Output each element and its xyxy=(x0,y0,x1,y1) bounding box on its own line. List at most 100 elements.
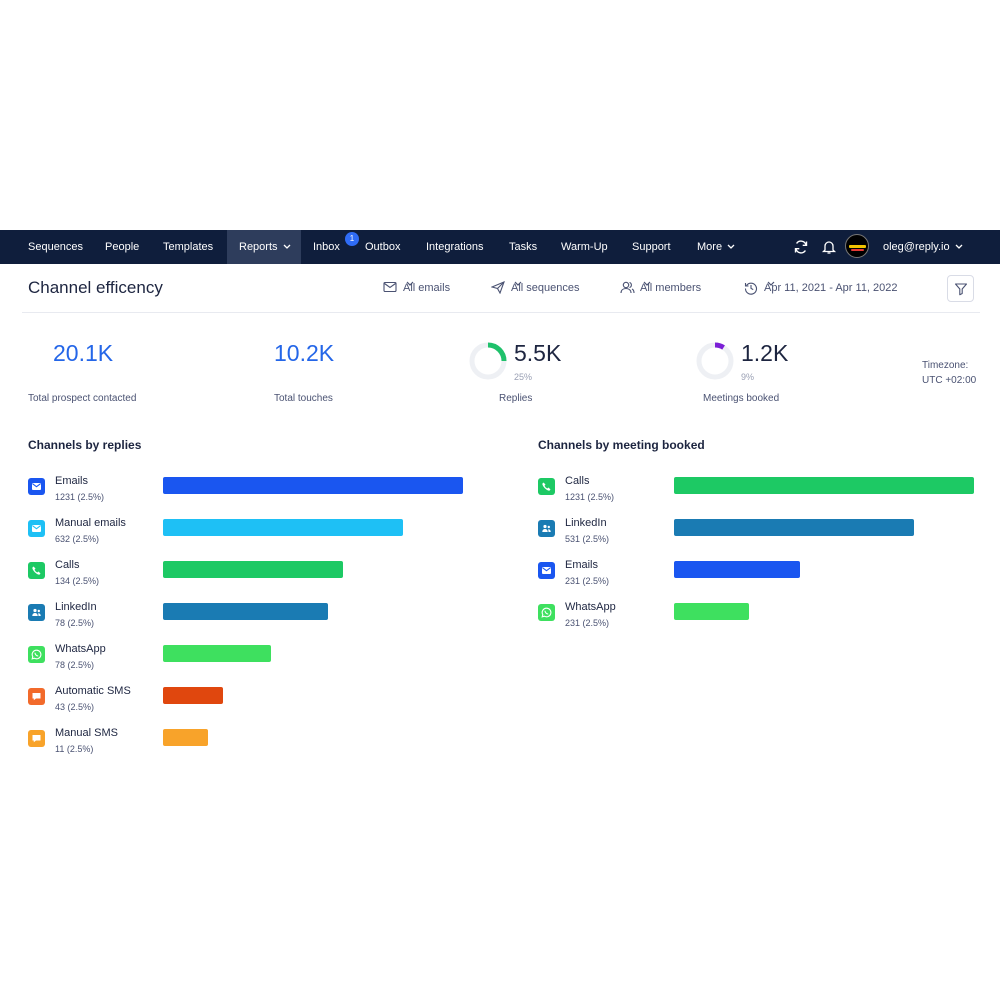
replies-channel-row: Manual emails 632 (2.5%) xyxy=(28,517,463,551)
replies-label: Replies xyxy=(499,393,533,404)
chevron-down-icon xyxy=(643,281,651,286)
channel-count: 78 (2.5%) xyxy=(55,618,95,628)
channel-bar[interactable] xyxy=(163,687,223,704)
meetings-channel-row: Calls 1231 (2.5%) xyxy=(538,475,974,509)
prospects-label: Total prospect contacted xyxy=(28,393,137,404)
channel-bar[interactable] xyxy=(674,603,749,620)
channel-bar[interactable] xyxy=(163,477,463,494)
nav-inbox[interactable]: Inbox xyxy=(313,241,340,253)
header-divider xyxy=(22,312,980,313)
meetings-label: Meetings booked xyxy=(703,393,780,404)
channel-count: 231 (2.5%) xyxy=(565,618,610,628)
channel-count: 231 (2.5%) xyxy=(565,576,610,586)
channel-name: WhatsApp xyxy=(565,601,616,613)
nav-integrations[interactable]: Integrations xyxy=(426,241,484,253)
channel-count: 1231 (2.5%) xyxy=(565,492,615,502)
chevron-down-icon xyxy=(406,281,414,286)
nav-people[interactable]: People xyxy=(105,241,140,253)
linkedin-icon xyxy=(28,604,45,621)
avatar[interactable] xyxy=(845,234,869,258)
channel-bar[interactable] xyxy=(674,477,974,494)
bell-icon[interactable] xyxy=(820,238,838,256)
user-menu[interactable]: oleg@reply.io xyxy=(883,230,963,264)
envelope-icon xyxy=(28,478,45,495)
channel-name: LinkedIn xyxy=(55,601,97,613)
envelope-icon xyxy=(28,520,45,537)
chevron-down-icon xyxy=(514,281,522,286)
channel-bar[interactable] xyxy=(674,561,800,578)
chevron-down-icon xyxy=(727,244,735,249)
meetings-section-title: Channels by meeting booked xyxy=(538,438,705,452)
timezone-value: UTC +02:00 xyxy=(922,375,977,386)
replies-channel-row: Automatic SMS 43 (2.5%) xyxy=(28,685,463,719)
replies-percent: 25% xyxy=(514,372,533,382)
whatsapp-icon xyxy=(28,646,45,663)
nav-sequences[interactable]: Sequences xyxy=(28,241,84,253)
channel-bar[interactable] xyxy=(163,729,208,746)
replies-channel-row: Calls 134 (2.5%) xyxy=(28,559,463,593)
chevron-down-icon xyxy=(283,244,290,249)
touches-value: 10.2K xyxy=(274,340,335,366)
phone-icon xyxy=(28,562,45,579)
timezone-label: Timezone: xyxy=(922,360,969,371)
page-title: Channel efficency xyxy=(28,278,163,297)
channel-name: Manual SMS xyxy=(55,727,118,739)
channel-name: Emails xyxy=(565,559,599,571)
channel-name: Automatic SMS xyxy=(55,685,131,697)
sms-icon xyxy=(28,730,45,747)
history-icon xyxy=(744,282,757,295)
envelope-icon xyxy=(538,562,555,579)
meetings-donut xyxy=(696,342,734,380)
linkedin-icon xyxy=(538,520,555,537)
channel-bar[interactable] xyxy=(674,519,914,536)
replies-value: 5.5K xyxy=(514,340,562,366)
channel-bar[interactable] xyxy=(163,561,343,578)
channel-bar[interactable] xyxy=(163,519,403,536)
channel-name: Manual emails xyxy=(55,517,126,529)
nav-tasks[interactable]: Tasks xyxy=(509,241,538,253)
replies-channel-row: Manual SMS 11 (2.5%) xyxy=(28,727,463,761)
channel-bar[interactable] xyxy=(163,603,328,620)
touches-label: Total touches xyxy=(274,393,333,404)
app-frame: Sequences People Templates Reports Inbox… xyxy=(0,230,1000,770)
nav-reports[interactable]: Reports xyxy=(227,230,301,264)
inbox-badge: 1 xyxy=(345,232,359,246)
meetings-channel-row: WhatsApp 231 (2.5%) xyxy=(538,601,974,635)
emails-filter[interactable]: All emails xyxy=(383,280,469,296)
timezone: Timezone: UTC +02:00 xyxy=(922,358,976,388)
channel-count: 134 (2.5%) xyxy=(55,576,100,586)
nav-warm-up[interactable]: Warm-Up xyxy=(561,241,608,253)
paper-plane-icon xyxy=(491,281,505,294)
channel-name: Emails xyxy=(55,475,89,487)
channel-count: 531 (2.5%) xyxy=(565,534,610,544)
nav-support[interactable]: Support xyxy=(632,241,671,253)
chevron-down-icon xyxy=(767,281,775,286)
channel-name: LinkedIn xyxy=(565,517,607,529)
nav-templates[interactable]: Templates xyxy=(163,241,214,253)
channel-count: 1231 (2.5%) xyxy=(55,492,105,502)
replies-channel-row: LinkedIn 78 (2.5%) xyxy=(28,601,463,635)
channel-name: WhatsApp xyxy=(55,643,106,655)
meetings-value: 1.2K xyxy=(741,340,789,366)
sequences-filter[interactable]: All sequences xyxy=(491,280,597,296)
prospects-value: 20.1K xyxy=(53,340,114,366)
nav-outbox[interactable]: Outbox xyxy=(365,241,401,253)
channel-count: 43 (2.5%) xyxy=(55,702,95,712)
replies-channel-row: WhatsApp 78 (2.5%) xyxy=(28,643,463,677)
filter-button[interactable] xyxy=(947,275,974,302)
channel-name: Calls xyxy=(55,559,80,571)
channel-name: Calls xyxy=(565,475,590,487)
replies-donut xyxy=(469,342,507,380)
top-nav: Sequences People Templates Reports Inbox… xyxy=(0,230,1000,264)
nav-more[interactable]: More xyxy=(697,230,735,264)
refresh-icon[interactable] xyxy=(792,238,810,256)
sms-icon xyxy=(28,688,45,705)
members-filter[interactable]: All members xyxy=(620,280,720,296)
chevron-down-icon xyxy=(955,244,963,249)
filter-icon xyxy=(954,283,968,296)
users-icon xyxy=(620,281,635,294)
replies-channel-row: Emails 1231 (2.5%) xyxy=(28,475,463,509)
meetings-channel-row: LinkedIn 531 (2.5%) xyxy=(538,517,974,551)
date-range-filter[interactable]: Apr 11, 2021 - Apr 11, 2022 xyxy=(744,280,916,296)
channel-bar[interactable] xyxy=(163,645,271,662)
